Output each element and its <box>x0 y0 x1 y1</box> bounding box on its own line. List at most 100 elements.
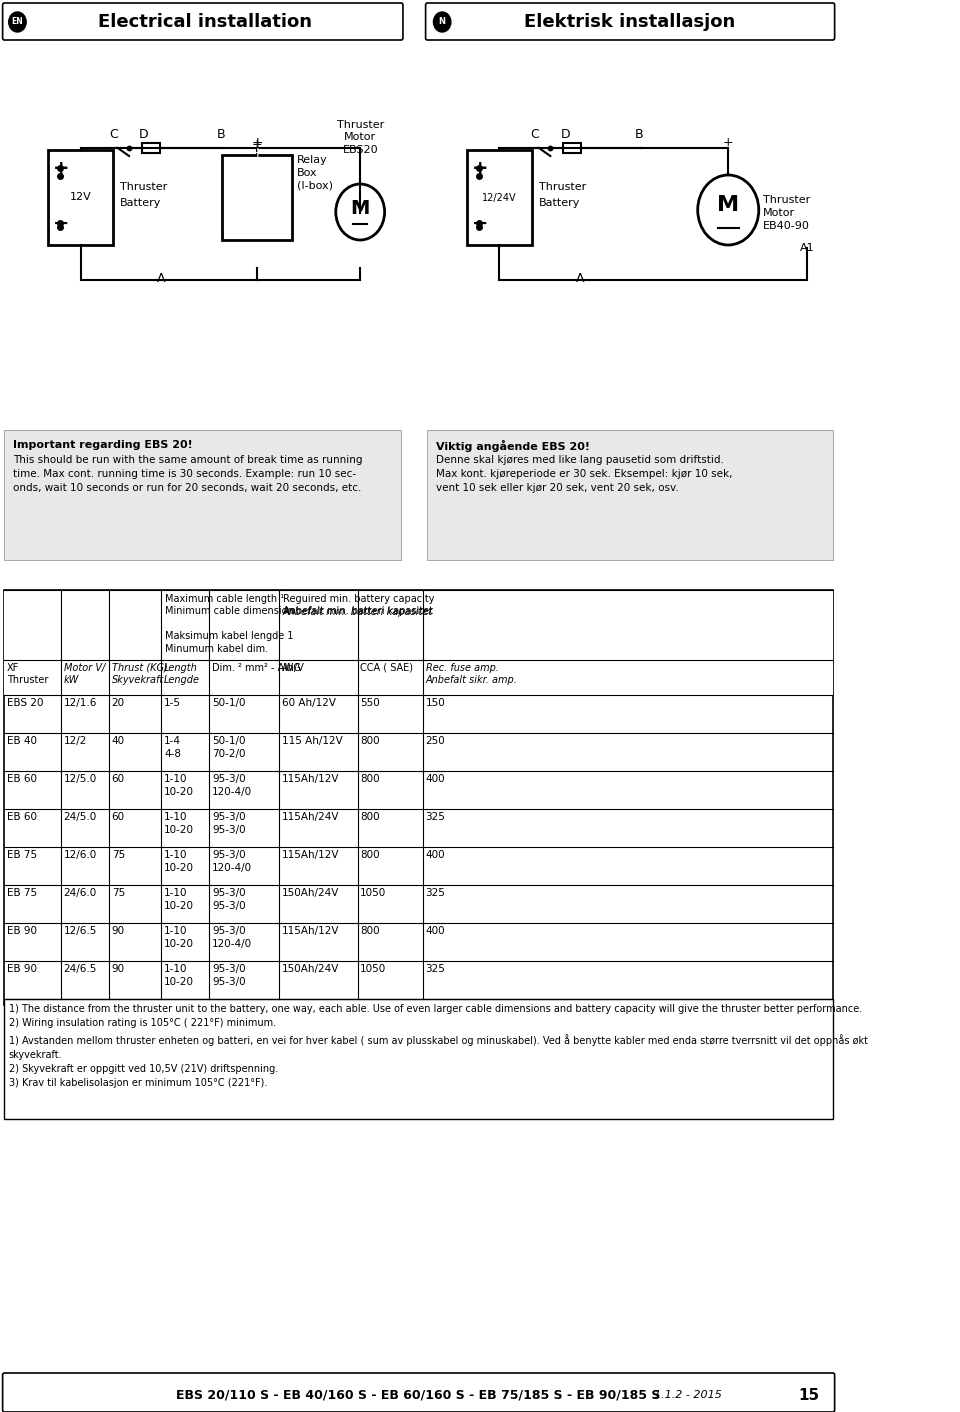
Text: 20: 20 <box>111 698 125 707</box>
Text: 50-1/0: 50-1/0 <box>212 698 246 707</box>
Text: 75: 75 <box>111 850 125 860</box>
Bar <box>5 590 833 1005</box>
Text: 1) Avstanden mellom thruster enheten og batteri, en vei for hver kabel ( sum av : 1) Avstanden mellom thruster enheten og … <box>9 1034 868 1087</box>
Text: D: D <box>139 128 149 141</box>
Bar <box>5 659 833 695</box>
Text: Thruster: Thruster <box>539 182 587 192</box>
Text: −: − <box>53 213 69 233</box>
Text: Motor: Motor <box>344 131 376 143</box>
Text: +: + <box>723 136 733 148</box>
Text: EB 40: EB 40 <box>7 736 37 746</box>
Bar <box>223 155 292 240</box>
Text: 12/2: 12/2 <box>63 736 87 746</box>
Text: 1-10
10-20: 1-10 10-20 <box>164 926 194 949</box>
Text: 115Ah/12V: 115Ah/12V <box>281 926 339 936</box>
Text: 12V: 12V <box>69 192 91 202</box>
Text: 60: 60 <box>111 812 125 822</box>
Text: 90: 90 <box>111 926 125 936</box>
Bar <box>48 150 113 246</box>
Text: XF
Thruster: XF Thruster <box>7 664 48 685</box>
Circle shape <box>434 11 451 32</box>
Text: B: B <box>635 128 643 141</box>
Text: 800: 800 <box>360 774 380 784</box>
Text: 400: 400 <box>425 774 445 784</box>
Text: 150Ah/24V: 150Ah/24V <box>281 964 339 974</box>
FancyBboxPatch shape <box>425 3 834 40</box>
Text: 40: 40 <box>111 736 125 746</box>
Text: 1) The distance from the thruster unit to the battery, one way, each able. Use o: 1) The distance from the thruster unit t… <box>9 1004 862 1028</box>
Bar <box>142 143 159 152</box>
Circle shape <box>698 175 758 246</box>
Text: Rec. fuse amp.
Anbefalt sikr. amp.: Rec. fuse amp. Anbefalt sikr. amp. <box>425 664 517 685</box>
Text: 1-10
10-20: 1-10 10-20 <box>164 774 194 798</box>
Text: A1: A1 <box>800 243 814 253</box>
Text: Ah/V: Ah/V <box>281 664 304 674</box>
Text: Important regarding EBS 20!: Important regarding EBS 20! <box>13 441 193 450</box>
Text: M: M <box>717 195 739 215</box>
Text: 50-1/0
70-2/0: 50-1/0 70-2/0 <box>212 736 246 760</box>
Text: +: + <box>252 145 263 160</box>
Text: 12/1.6: 12/1.6 <box>63 698 97 707</box>
Text: 24/6.5: 24/6.5 <box>63 964 97 974</box>
Text: C: C <box>530 128 539 141</box>
Text: 95-3/0
120-4/0: 95-3/0 120-4/0 <box>212 774 252 798</box>
Text: EB 60: EB 60 <box>7 812 37 822</box>
Text: 95-3/0
120-4/0: 95-3/0 120-4/0 <box>212 850 252 873</box>
Text: 325: 325 <box>425 888 445 898</box>
Text: 1-10
10-20: 1-10 10-20 <box>164 812 194 836</box>
Text: 800: 800 <box>360 736 380 746</box>
Text: 12/5.0: 12/5.0 <box>63 774 97 784</box>
Text: 12/6.0: 12/6.0 <box>63 850 97 860</box>
Text: CCA ( SAE): CCA ( SAE) <box>360 664 413 674</box>
Text: Relay: Relay <box>297 155 327 165</box>
Text: +: + <box>252 136 263 150</box>
Text: 95-3/0
120-4/0: 95-3/0 120-4/0 <box>212 926 252 949</box>
FancyBboxPatch shape <box>3 1372 834 1412</box>
Text: D: D <box>561 128 570 141</box>
Text: 90: 90 <box>111 964 125 974</box>
Text: 75: 75 <box>111 888 125 898</box>
Text: 95-3/0
95-3/0: 95-3/0 95-3/0 <box>212 964 246 987</box>
Text: 400: 400 <box>425 850 445 860</box>
Text: N: N <box>439 17 445 27</box>
Circle shape <box>336 184 385 240</box>
Text: 800: 800 <box>360 812 380 822</box>
FancyBboxPatch shape <box>3 3 403 40</box>
Circle shape <box>9 11 26 32</box>
Text: 60: 60 <box>111 774 125 784</box>
Text: Thruster: Thruster <box>763 195 810 205</box>
Text: +: + <box>53 158 69 178</box>
Text: Elektrisk installasjon: Elektrisk installasjon <box>524 13 735 31</box>
Text: 325: 325 <box>425 964 445 974</box>
Text: B: B <box>216 128 225 141</box>
Text: 1.1.2 - 2015: 1.1.2 - 2015 <box>654 1389 722 1401</box>
Text: C: C <box>109 128 118 141</box>
Text: 1-10
10-20: 1-10 10-20 <box>164 850 194 873</box>
Bar <box>467 150 532 246</box>
Text: 400: 400 <box>425 926 445 936</box>
Bar <box>5 431 401 561</box>
Text: (I-box): (I-box) <box>297 181 332 191</box>
Text: Viktig angående EBS 20!: Viktig angående EBS 20! <box>436 441 590 452</box>
Text: EB 75: EB 75 <box>7 888 37 898</box>
Text: 12/24V: 12/24V <box>482 192 516 202</box>
Text: EB 90: EB 90 <box>7 926 37 936</box>
Text: Battery: Battery <box>120 198 161 208</box>
Text: M: M <box>350 199 370 217</box>
Text: EB40-90: EB40-90 <box>763 222 810 232</box>
Text: EN: EN <box>12 17 23 27</box>
Text: Length
Lengde: Length Lengde <box>164 664 200 685</box>
Text: Thruster: Thruster <box>120 182 168 192</box>
Text: Electrical installation: Electrical installation <box>98 13 312 31</box>
Bar <box>5 590 833 659</box>
Text: 15: 15 <box>799 1388 820 1402</box>
Text: Reguired min. battery capacity
Anbefalt min. batteri kapasitet: Reguired min. battery capacity Anbefalt … <box>282 594 434 617</box>
Text: A: A <box>576 271 585 284</box>
Text: −: − <box>471 213 488 233</box>
Text: 12/6.5: 12/6.5 <box>63 926 97 936</box>
Text: 1-10
10-20: 1-10 10-20 <box>164 888 194 911</box>
Text: EB 90: EB 90 <box>7 964 37 974</box>
Text: +: + <box>252 138 263 151</box>
Text: Denne skal kjøres med like lang pausetid som driftstid.
Max kont. kjøreperiode e: Denne skal kjøres med like lang pausetid… <box>436 455 732 493</box>
Text: Motor: Motor <box>763 208 795 217</box>
